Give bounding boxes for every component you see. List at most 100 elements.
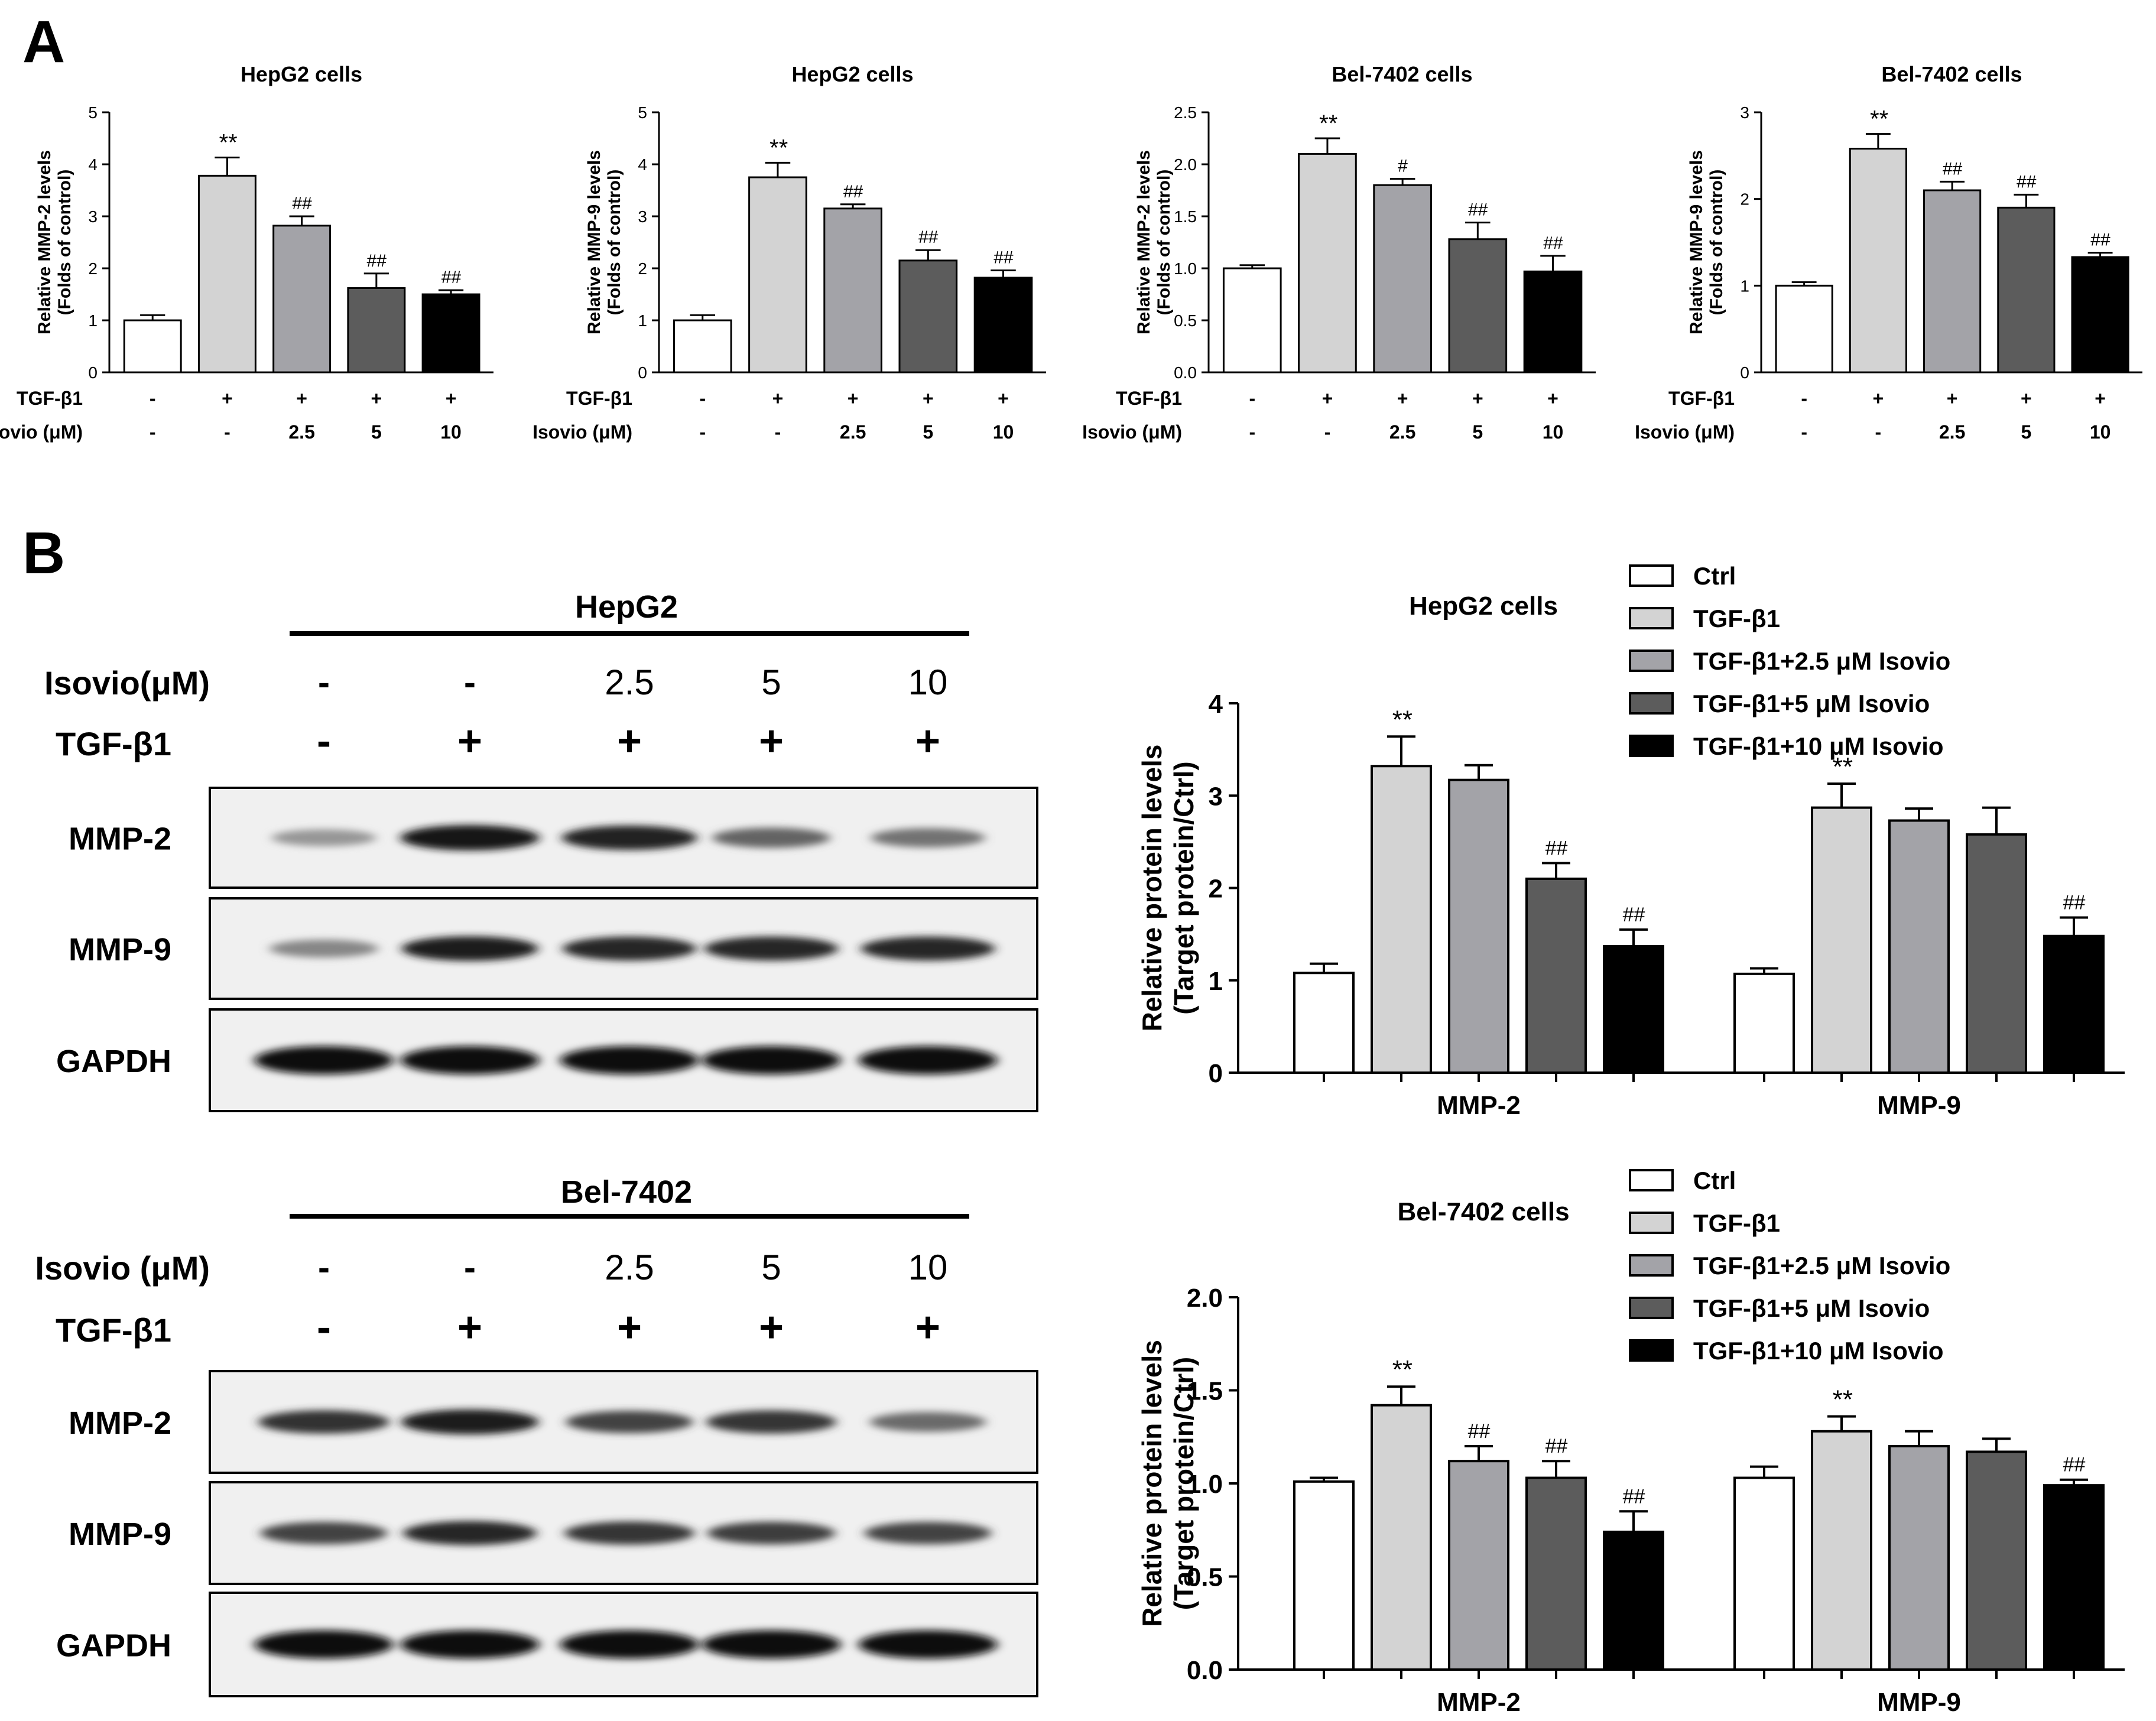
significance-mark: ## [292,194,312,213]
legend-label: TGF-β1+10 μM Isovio [1693,732,1944,760]
tgf-sign: + [1397,388,1408,409]
protein-band [707,1521,836,1545]
y-tick-label: 2 [638,259,647,278]
tgf-sign: + [759,1304,784,1351]
blot-0: HepG2 Isovio(μM) TGF-β1 - - 2.5 5 10 - + + + + MMP-2 M… [44,589,1038,1112]
isovio-value: 10 [908,1248,948,1287]
y-tick-label: 0.0 [1174,363,1197,382]
y-tick-label: 0.5 [1174,311,1197,330]
bar [123,319,182,374]
isovio-row-label: Isovio(μM) [44,664,210,702]
tgf-sign: - [317,717,331,765]
chart-title: Bel-7402 cells [1397,1197,1569,1226]
y-axis-label-line: (Target protein/Ctrl) [1168,761,1199,1014]
legend-label: TGF-β1+2.5 μM Isovio [1693,1252,1950,1280]
isovio-value: 2.5 [605,663,654,702]
y-axis-label-line: Relative protein levels [1137,745,1167,1032]
tgf-sign: + [915,1304,940,1351]
isovio-row-label: Isovio (μM) [1635,421,1735,443]
bar [1448,238,1508,374]
protein-band [254,1046,394,1074]
legend-label: TGF-β1 [1693,1209,1780,1237]
band-label: GAPDH [56,1044,171,1079]
isovio-value: - [775,421,781,443]
isovio-value: 10 [993,421,1014,443]
significance-mark: ## [2063,892,2086,914]
isovio-value: - [464,663,476,702]
y-tick-label: 4 [638,155,647,174]
bar [1997,206,2056,374]
bar [1775,284,1833,374]
bar [1373,184,1432,374]
significance-mark: ## [2017,172,2037,191]
band-label: MMP-9 [69,932,171,967]
isovio-row-label: Isovio (μM) [35,1249,210,1287]
legend-label: TGF-β1+5 μM Isovio [1693,690,1930,717]
significance-mark: ## [366,251,387,271]
y-axis-label: Relative MMP-9 levels(Folds of control) [1687,150,1726,335]
significance-mark: ## [2090,230,2110,250]
protein-band [704,936,839,961]
protein-band [400,825,540,850]
y-axis-label-line: Relative MMP-2 levels [1134,150,1154,335]
isovio-value: - [318,663,330,702]
band-label: MMP-2 [69,1405,171,1441]
y-tick-label: 0 [1209,1059,1223,1088]
tgf-sign: + [457,717,482,765]
y-tick-label: 1.0 [1174,259,1197,278]
bar [1733,972,1795,1074]
protein-band [260,1522,388,1544]
tgf-row-label: TGF-β1 [1668,388,1735,409]
y-tick-label: 2.0 [1174,155,1197,174]
isovio-row-label: Isovio (μM) [1082,421,1182,443]
bar [2043,1484,2105,1671]
tgf-row-label: TGF-β1 [56,1311,171,1349]
tgf-sign: + [1947,388,1958,409]
bar [1811,1430,1872,1671]
isovio-row-label: Isovio (μM) [0,421,83,443]
y-axis-label: Relative MMP-2 levels(Folds of control) [1134,150,1174,335]
chart-title: HepG2 cells [791,62,913,86]
protein-band [864,1522,992,1544]
bar [1888,1445,1950,1671]
chart-a3: Bel-7402 cells 0.0 0.5 1.0 1.5 2.0 2.5 Relative… [1082,62,1596,443]
isovio-value: - [318,1248,330,1287]
y-tick-label: 3 [1740,103,1749,122]
tgf-sign: - [150,388,156,409]
chart-title: Bel-7402 cells [1332,62,1472,86]
y-axis-label-line: Relative protein levels [1137,1340,1167,1627]
significance-mark: ## [918,228,939,247]
y-tick-label: 0.5 [1187,1563,1223,1592]
isovio-value: 5 [1472,421,1483,443]
tgf-sign: - [317,1304,331,1351]
tgf-sign: + [446,388,457,409]
panel-a-label: A [22,9,65,75]
isovio-value: - [464,1248,476,1287]
protein-band [254,1630,394,1659]
tgf-sign: + [296,388,307,409]
protein-band [401,936,538,961]
chart-title: HepG2 cells [1409,592,1558,621]
blot-title: Bel-7402 [561,1174,692,1210]
bar [1733,1476,1795,1671]
band-label: MMP-2 [69,821,171,857]
protein-band [400,1046,540,1074]
protein-band [560,1046,699,1074]
legend-swatch [1629,692,1674,715]
bar [1966,1450,2027,1671]
protein-band [706,1410,837,1434]
significance-mark: ## [1622,904,1645,926]
y-tick-label: 2.5 [1174,103,1197,122]
legend-swatch [1629,1254,1674,1277]
tgf-sign: + [1547,388,1558,409]
y-tick-label: 3 [1209,782,1223,811]
significance-mark: ## [1942,159,1962,178]
significance-mark: ** [1391,1355,1413,1384]
significance-mark: ## [1468,200,1488,220]
tgf-sign: - [1801,388,1807,409]
bar [1603,944,1664,1074]
isovio-value: - [699,421,706,443]
isovio-value: - [1324,421,1331,443]
bar [1923,189,1982,374]
